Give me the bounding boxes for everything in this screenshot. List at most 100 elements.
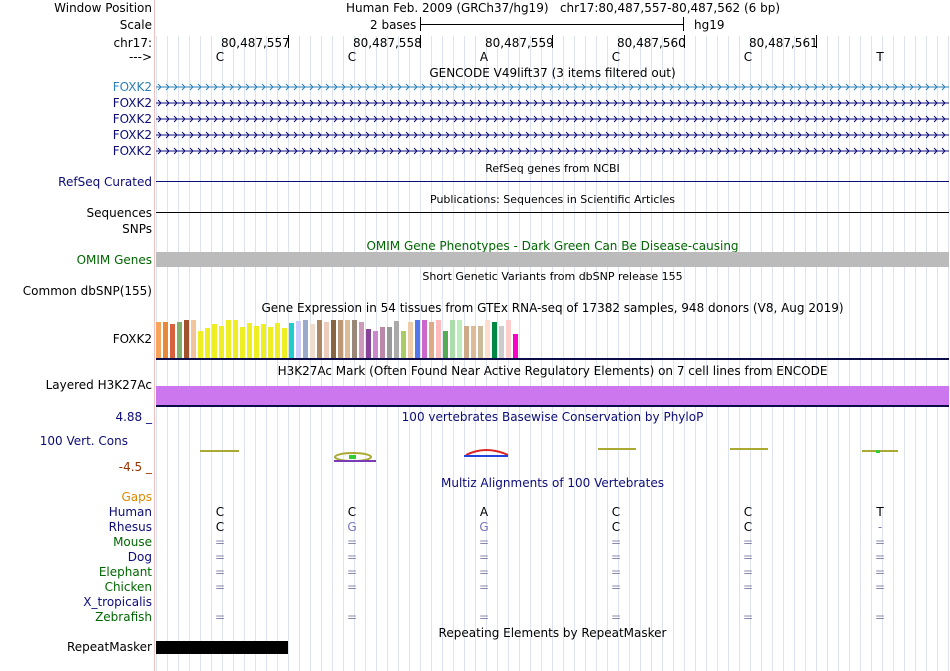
omim-gene-bar[interactable] [156, 252, 949, 267]
gtex-tissue-bar[interactable] [457, 320, 462, 358]
gtex-tissue-bar[interactable] [338, 320, 343, 358]
multiz-base: = [874, 580, 886, 594]
gtex-tissue-bar[interactable] [415, 320, 420, 358]
gtex-tissue-bar[interactable] [296, 321, 301, 358]
repeat-element[interactable] [156, 641, 288, 654]
gtex-tissue-bar[interactable] [450, 320, 455, 358]
h3k27ac-track-title[interactable]: H3K27Ac Mark (Often Found Near Active Re… [277, 364, 828, 378]
h3k27ac-signal[interactable] [156, 386, 949, 405]
gtex-tissue-bar[interactable] [366, 329, 371, 358]
gencode-gene-label[interactable]: FOXK2 [112, 112, 152, 126]
refseq-track-title[interactable]: RefSeq genes from NCBI [485, 162, 620, 175]
publications-track-title[interactable]: Publications: Sequences in Scientific Ar… [430, 193, 675, 206]
phylop-track-title[interactable]: 100 vertebrates Basewise Conservation by… [401, 410, 704, 424]
gtex-tissue-bar[interactable] [324, 322, 329, 358]
publications-line[interactable] [156, 212, 949, 213]
dbsnp-track-title[interactable]: Short Genetic Variants from dbSNP releas… [422, 270, 683, 283]
gtex-tissue-bar[interactable] [303, 320, 308, 358]
gtex-tissue-bar[interactable] [492, 322, 497, 358]
gtex-tissue-bar[interactable] [275, 323, 280, 358]
gtex-tissue-bar[interactable] [373, 331, 378, 358]
gtex-tissue-bar[interactable] [156, 322, 161, 358]
h3k27ac-label[interactable]: Layered H3K27Ac [45, 378, 152, 392]
refseq-label[interactable]: RefSeq Curated [58, 175, 152, 189]
gtex-tissue-bar[interactable] [401, 331, 406, 358]
ruler-coordinate: 80,487,560 [617, 36, 686, 50]
gtex-tissue-bar[interactable] [289, 323, 294, 358]
gtex-tissue-bar[interactable] [408, 322, 413, 358]
gtex-tissue-bar[interactable] [240, 327, 245, 358]
gtex-tissue-bar[interactable] [471, 326, 476, 358]
multiz-track-title[interactable]: Multiz Alignments of 100 Vertebrates [440, 476, 665, 490]
snps-label[interactable]: SNPs [122, 222, 152, 236]
gtex-tissue-bar[interactable] [485, 320, 490, 358]
gtex-tissue-bar[interactable] [219, 326, 224, 358]
gtex-tissue-bar[interactable] [198, 331, 203, 358]
gencode-gene-label[interactable]: FOXK2 [112, 128, 152, 142]
gtex-tissue-bar[interactable] [226, 320, 231, 358]
repeatmasker-label[interactable]: RepeatMasker [66, 640, 152, 654]
gtex-tissue-bar[interactable] [394, 321, 399, 358]
gtex-tissue-bar[interactable] [177, 322, 182, 358]
gtex-tissue-bar[interactable] [247, 323, 252, 358]
multiz-species-label[interactable]: Dog [127, 550, 152, 564]
gencode-transcript[interactable] [156, 80, 949, 94]
gencode-transcript[interactable] [156, 128, 949, 142]
phylop-graph[interactable] [156, 440, 949, 470]
omim-label[interactable]: OMIM Genes [76, 253, 152, 267]
publications-label[interactable]: Sequences [86, 206, 152, 220]
gencode-gene-label[interactable]: FOXK2 [112, 144, 152, 158]
gtex-tissue-bar[interactable] [359, 322, 364, 358]
gtex-tissue-bar[interactable] [191, 320, 196, 358]
multiz-species-label[interactable]: Elephant [98, 565, 152, 579]
phylop-label[interactable]: 100 Vert. Cons [39, 434, 128, 448]
gtex-tissue-bar[interactable] [205, 328, 210, 358]
gtex-tissue-bar[interactable] [387, 327, 392, 358]
gtex-tissue-bar[interactable] [429, 322, 434, 358]
omim-track-title[interactable]: OMIM Gene Phenotypes - Dark Green Can Be… [366, 239, 739, 253]
gencode-gene-label[interactable]: FOXK2 [112, 80, 152, 94]
gencode-transcript[interactable] [156, 144, 949, 158]
gtex-tissue-bar[interactable] [331, 320, 336, 358]
gtex-tissue-bar[interactable] [478, 326, 483, 358]
sequence-base: T [876, 50, 884, 64]
gtex-tissue-bar[interactable] [464, 326, 469, 358]
multiz-species-label[interactable]: Human [108, 505, 152, 519]
gtex-bars[interactable] [156, 318, 556, 358]
gencode-gene-label[interactable]: FOXK2 [112, 96, 152, 110]
gtex-tissue-bar[interactable] [499, 326, 504, 358]
multiz-species-label[interactable]: Chicken [104, 580, 152, 594]
multiz-species-label[interactable]: Zebrafish [95, 610, 152, 624]
gtex-tissue-bar[interactable] [282, 328, 287, 358]
gtex-tissue-bar[interactable] [345, 320, 350, 358]
multiz-species-label[interactable]: Rhesus [108, 520, 152, 534]
gtex-tissue-bar[interactable] [310, 324, 315, 358]
gtex-tissue-bar[interactable] [317, 320, 322, 358]
gtex-tissue-bar[interactable] [261, 324, 266, 358]
gtex-tissue-bar[interactable] [212, 324, 217, 358]
gtex-tissue-bar[interactable] [184, 320, 189, 358]
gaps-label[interactable]: Gaps [121, 490, 152, 504]
gtex-tissue-bar[interactable] [254, 326, 259, 358]
gtex-track-title[interactable]: Gene Expression in 54 tissues from GTEx … [261, 301, 844, 315]
gencode-transcript[interactable] [156, 96, 949, 110]
multiz-species-label[interactable]: Mouse [113, 535, 152, 549]
multiz-species-label[interactable]: X_tropicalis [83, 595, 152, 609]
gtex-tissue-bar[interactable] [163, 322, 168, 358]
gtex-tissue-bar[interactable] [422, 320, 427, 358]
gtex-label[interactable]: FOXK2 [112, 332, 152, 346]
repeatmasker-track-title[interactable]: Repeating Elements by RepeatMasker [438, 626, 667, 640]
gencode-transcript[interactable] [156, 112, 949, 126]
gtex-tissue-bar[interactable] [443, 331, 448, 358]
gtex-tissue-bar[interactable] [268, 327, 273, 358]
gtex-tissue-bar[interactable] [506, 320, 511, 358]
refseq-gene-line[interactable] [156, 181, 949, 182]
gtex-tissue-bar[interactable] [380, 327, 385, 358]
gtex-tissue-bar[interactable] [513, 334, 518, 358]
dbsnp-label[interactable]: Common dbSNP(155) [22, 284, 152, 298]
gencode-track-title[interactable]: GENCODE V49lift37 (3 items filtered out) [429, 66, 676, 80]
gtex-tissue-bar[interactable] [436, 320, 441, 358]
gtex-tissue-bar[interactable] [233, 320, 238, 358]
gtex-tissue-bar[interactable] [170, 324, 175, 358]
gtex-tissue-bar[interactable] [352, 320, 357, 358]
